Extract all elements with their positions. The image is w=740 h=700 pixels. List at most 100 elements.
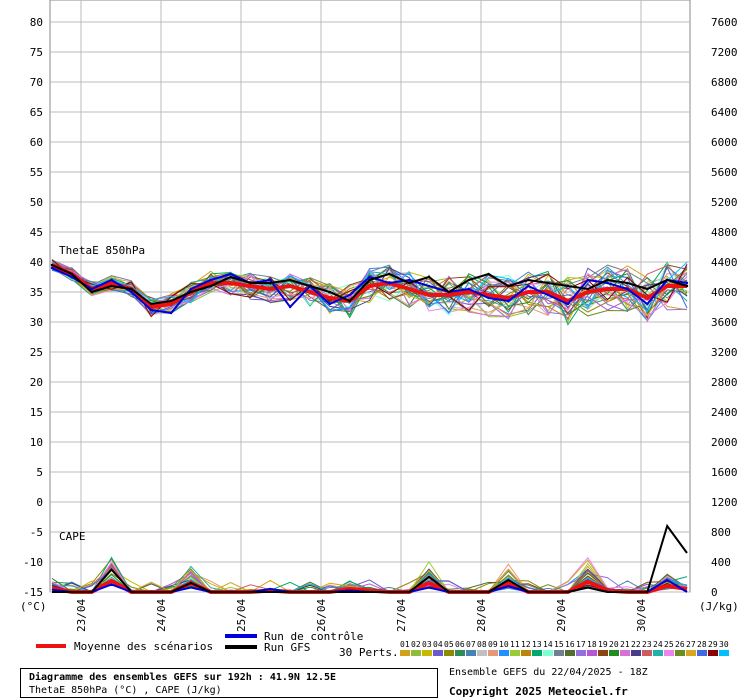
member-color-swatch: [631, 650, 641, 656]
thetae-point: [249, 281, 252, 285]
thetae-point: [586, 278, 589, 282]
member-number-label: 08: [477, 640, 487, 649]
thetae-point: [150, 308, 153, 312]
thetae-point: [269, 287, 272, 291]
date-tick-label: 27/04: [395, 599, 408, 632]
thetae-point: [467, 287, 470, 291]
chart-subtitle: ThetaE 850hPa (°C) , CAPE (J/kg): [29, 685, 222, 696]
member-number-label: 16: [565, 640, 575, 649]
member-color-swatch: [719, 650, 729, 656]
member-line-thetae-29: [51, 259, 688, 318]
member-color-swatch: [708, 650, 718, 656]
date-tick-label: 25/04: [235, 599, 248, 632]
member-color-swatch: [477, 650, 487, 656]
thetae-point: [110, 284, 113, 288]
date-tick-label: 30/04: [635, 599, 648, 632]
thetae-point: [169, 299, 173, 303]
thetae-point: [209, 278, 212, 282]
thetae-point: [586, 290, 589, 294]
thetae-point: [527, 278, 530, 282]
thetae-point: [646, 302, 649, 306]
member-color-swatch: [422, 650, 432, 656]
member-number-label: 22: [631, 640, 641, 649]
thetae-point: [606, 287, 609, 291]
left-tick-label: 55: [30, 166, 43, 179]
left-tick-label: -5: [30, 526, 43, 539]
member-color-swatch: [499, 650, 509, 656]
right-tick-label: 5600: [711, 166, 738, 179]
left-tick-label: -10: [23, 556, 43, 569]
thetae-point: [388, 272, 391, 276]
left-tick-label: 65: [30, 106, 43, 119]
thetae-point: [50, 266, 54, 270]
thetae-point: [566, 284, 570, 288]
member-number-label: 11: [510, 640, 520, 649]
date-tick-label: 26/04: [315, 599, 328, 632]
right-tick-label: 5200: [711, 196, 738, 209]
thetae-point: [407, 287, 411, 291]
member-color-swatch: [675, 650, 685, 656]
thetae-point: [308, 290, 312, 294]
member-number-label: 14: [543, 640, 553, 649]
right-tick-label: 4400: [711, 256, 738, 269]
thetae-point: [566, 302, 570, 306]
member-color-swatch: [686, 650, 696, 656]
member-color-swatch: [554, 650, 564, 656]
member-color-swatch: [609, 650, 619, 656]
legend-perts-label: 30 Perts.: [339, 646, 399, 659]
member-color-swatch: [532, 650, 542, 656]
left-tick-label: 15: [30, 406, 43, 419]
thetae-point: [328, 302, 332, 306]
thetae-point: [427, 293, 431, 297]
thetae-point: [527, 284, 530, 288]
thetae-point: [110, 281, 113, 285]
left-axis-unit: (°C): [20, 600, 47, 613]
left-tick-label: -15: [23, 586, 43, 599]
member-number-label: 04: [433, 640, 443, 649]
thetae-point: [110, 278, 113, 282]
right-tick-label: 0: [711, 586, 718, 599]
member-number-label: 10: [499, 640, 509, 649]
thetae-point: [427, 275, 431, 279]
copyright: Copyright 2025 Meteociel.fr: [449, 685, 628, 698]
thetae-point: [229, 281, 232, 285]
thetae-point: [269, 281, 272, 285]
thetae-point: [90, 287, 93, 291]
thetae-point: [229, 272, 232, 276]
member-color-swatch: [433, 650, 443, 656]
thetae-point: [546, 293, 550, 297]
member-color-swatch: [488, 650, 498, 656]
thetae-point: [427, 284, 431, 288]
thetae-point: [189, 287, 193, 291]
thetae-point: [546, 281, 550, 285]
right-tick-label: 400: [711, 556, 731, 569]
cape-panel-label: CAPE: [59, 530, 86, 543]
thetae-point: [90, 290, 93, 294]
left-tick-label: 10: [30, 436, 43, 449]
thetae-point: [407, 281, 411, 285]
date-tick-label: 29/04: [555, 599, 568, 632]
thetae-point: [348, 299, 351, 303]
right-tick-label: 2000: [711, 436, 738, 449]
thetae-point: [209, 281, 212, 285]
member-color-swatch: [620, 650, 630, 656]
thetae-point: [626, 287, 629, 291]
thetae-point: [407, 278, 411, 282]
right-tick-label: 3200: [711, 346, 738, 359]
member-number-label: 12: [521, 640, 531, 649]
thetae-point: [368, 278, 371, 282]
left-tick-label: 40: [30, 256, 43, 269]
date-tick-label: 24/04: [155, 599, 168, 632]
right-tick-label: 3600: [711, 316, 738, 329]
thetae-point: [447, 290, 451, 294]
thetae-point: [487, 296, 490, 300]
member-color-swatch: [598, 650, 608, 656]
member-number-label: 13: [532, 640, 542, 649]
member-number-label: 24: [653, 640, 663, 649]
thetae-point: [646, 287, 649, 291]
right-tick-label: 7600: [711, 16, 738, 29]
thetae-point: [527, 290, 530, 294]
right-tick-label: 2400: [711, 406, 738, 419]
thetae-point: [685, 284, 689, 288]
member-number-label: 21: [620, 640, 630, 649]
